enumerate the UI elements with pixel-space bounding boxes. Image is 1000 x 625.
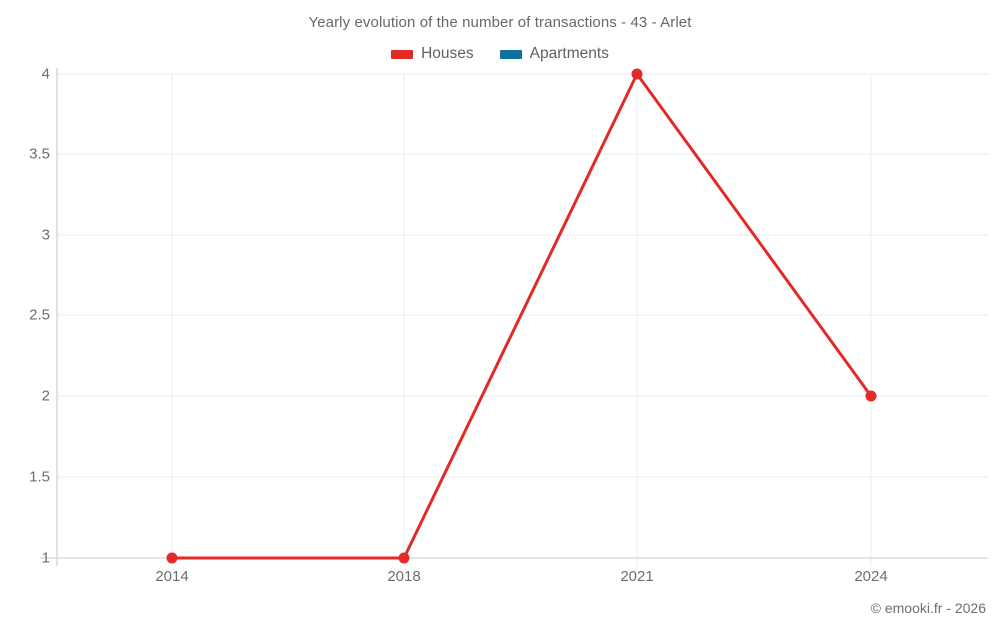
chart-title: Yearly evolution of the number of transa… [308, 14, 692, 31]
x-tick-label-2014: 2014 [155, 568, 189, 585]
data-point[interactable] [166, 552, 178, 564]
category-gridlines [171, 74, 872, 566]
y-tick-label: 3.5 [29, 145, 50, 163]
chart-legend: Houses Apartments [0, 45, 1000, 63]
series-line-houses [170, 72, 873, 560]
legend-swatch-houses-icon [391, 49, 414, 59]
y-tick-label: 2 [41, 387, 50, 405]
x-tick-label-2018: 2018 [387, 568, 421, 585]
legend-label-apartments: Apartments [529, 45, 609, 62]
data-point[interactable] [631, 68, 643, 80]
x-tick-label-2024: 2024 [854, 568, 888, 585]
data-point[interactable] [398, 552, 410, 564]
legend-label-houses: Houses [421, 45, 474, 62]
x-tick-label-2021: 2021 [620, 568, 654, 585]
copyright-text: © emooki.fr - 2026 [870, 600, 986, 616]
legend-item-houses[interactable]: Houses [391, 45, 474, 63]
gridlines [57, 73, 988, 559]
y-tick-label: 1.5 [29, 468, 50, 486]
series-markers-houses [166, 68, 877, 564]
legend-item-apartments[interactable]: Apartments [499, 45, 609, 63]
legend-swatch-apartments-icon [499, 49, 522, 59]
y-tick-label: 4 [41, 65, 50, 83]
data-point[interactable] [865, 390, 877, 402]
y-tick-label: 3 [41, 226, 50, 244]
y-tick-label: 1 [41, 549, 50, 567]
y-tick-label: 2.5 [29, 306, 50, 324]
